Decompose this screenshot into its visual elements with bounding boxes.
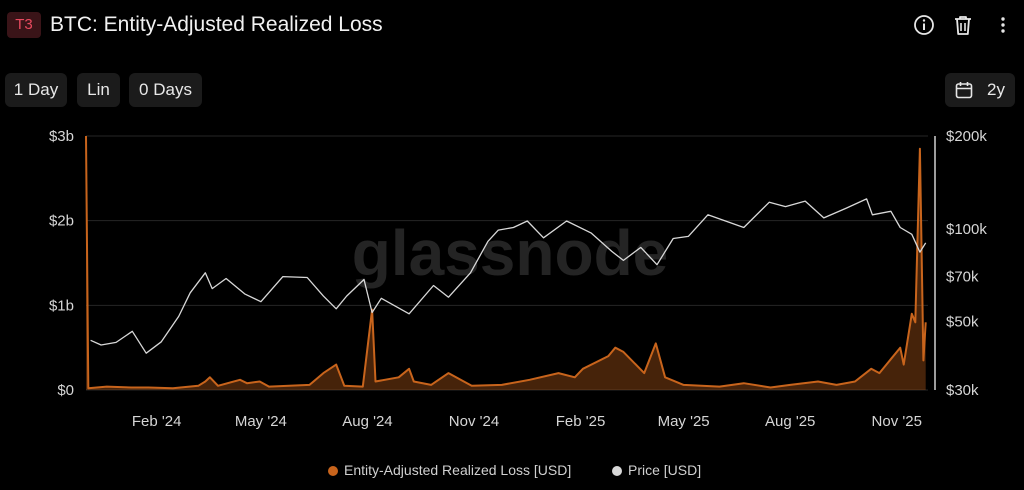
tier-badge: T3 [7,12,41,38]
x-tick-label: Aug '25 [765,413,815,430]
legend-swatch-price [612,466,622,476]
loss-line [85,135,927,390]
calendar-icon [955,82,973,99]
watermark: glassnode [352,217,669,289]
x-tick-label: Nov '24 [449,413,499,430]
x-tick-label: May '24 [235,413,287,430]
chart-header: T3 BTC: Entity-Adjusted Realized Loss [0,0,1024,52]
more-vert-icon[interactable] [993,14,1013,36]
legend-label-loss: Entity-Adjusted Realized Loss [USD] [344,462,572,478]
price-line [90,198,927,354]
axes: $0 $1b $2b $3b $30k $50k $70k $100k $200k Feb '24… [49,128,987,430]
y-right-tick-label: $50k [946,314,979,331]
resolution-select[interactable]: 1 Day [5,73,67,107]
legend-swatch-loss [328,466,338,476]
y-right-tick-label: $30k [946,382,979,399]
y-left-tick-label: $3b [49,128,74,145]
y-left-tick-label: $1b [49,297,74,314]
x-tick-label: Nov '25 [872,413,922,430]
range-label: 2y [987,80,1005,99]
loss-series [85,135,927,390]
scale-select[interactable]: Lin [77,73,120,107]
y-left-tick-label: $0 [57,382,74,399]
y-left-tick-label: $2b [49,213,74,230]
y-right-tick-label: $200k [946,128,987,145]
chart-canvas[interactable]: glassnode $0 $1b $2b $3b $30k $50k $70k $100k $2… [0,0,1024,440]
range-select[interactable]: 2y [945,73,1015,107]
grid-lines [86,135,928,391]
x-tick-label: Feb '25 [556,413,606,430]
legend-label-price: Price [USD] [628,462,702,478]
legend-item-loss[interactable]: Entity-Adjusted Realized Loss [USD] [328,460,571,480]
info-icon[interactable] [913,14,935,36]
x-tick-label: May '25 [658,413,710,430]
trash-icon[interactable] [952,14,974,36]
smoothing-select[interactable]: 0 Days [129,73,202,107]
y-right-tick-label: $70k [946,269,979,286]
x-tick-label: Feb '24 [132,413,182,430]
price-series [90,198,927,354]
y-right-tick-label: $100k [946,221,987,238]
x-tick-label: Aug '24 [342,413,392,430]
legend-item-price[interactable]: Price [USD] [612,460,701,480]
chart-title: BTC: Entity-Adjusted Realized Loss [50,13,383,36]
